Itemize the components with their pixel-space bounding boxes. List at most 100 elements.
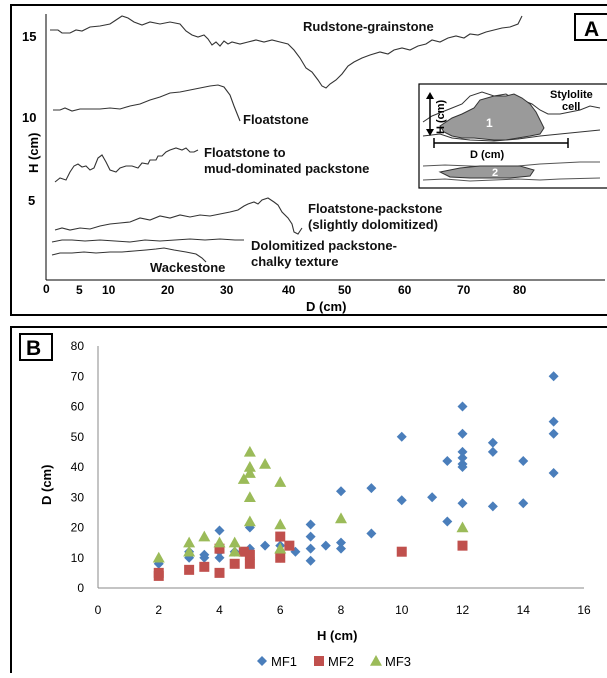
mf1-point [366, 483, 377, 494]
mf3-point [228, 545, 241, 557]
mf2-point [184, 564, 195, 575]
panel-b-y-tick: 80 [71, 339, 85, 353]
panel-b-letter-box [19, 333, 53, 361]
mf2-point [214, 543, 225, 554]
label-floatstone-pack-2: (slightly dolomitized) [308, 217, 438, 232]
mf3-point [183, 545, 196, 557]
panel-a-x-tick: 50 [338, 283, 352, 297]
panel-b-x-label: H (cm) [317, 628, 357, 643]
mf2-point [199, 561, 210, 572]
mf2-point [238, 546, 249, 557]
mf1-point [336, 537, 346, 548]
legend-mf3-label: MF3 [385, 654, 411, 669]
mf3-point [243, 467, 256, 478]
panel-b-tick-labels: 0 10 20 30 40 50 60 70 80 0 2 4 6 8 10 12 14 16 [71, 339, 591, 617]
mf2-point [275, 552, 286, 563]
mf3-point [274, 518, 287, 530]
mf2-point [244, 549, 255, 560]
inset-h-arrowhead-bottom [426, 129, 434, 136]
inset-cell-1 [439, 93, 545, 141]
panel-a-letter: A [584, 18, 599, 41]
mf1-point [548, 428, 559, 439]
panel-a-x-tick: 60 [398, 283, 412, 297]
panel-b-y-tick: 60 [71, 400, 85, 414]
inset-cell-2 [438, 165, 535, 179]
panel-b-y-tick: 10 [71, 551, 85, 565]
stylolite-inset: 1 H (cm) D (cm) 2 Stylolite cell [418, 83, 607, 189]
mf3-point [243, 491, 256, 503]
mf2-point [214, 567, 225, 578]
mf1-point [442, 455, 453, 466]
inset-title-1: Stylolite [550, 89, 593, 101]
panel-a-x-tick: 30 [220, 283, 234, 297]
mf3-point [456, 521, 469, 533]
mf1-point [305, 543, 316, 554]
inset-title-2: cell [562, 101, 580, 113]
inset-h-arrowhead-top [426, 92, 434, 99]
mf1-point [457, 446, 468, 457]
legend-mf2-marker [314, 656, 324, 666]
panel-a-x-tick: 0 [43, 282, 50, 296]
panel-b-axes [97, 346, 584, 589]
inset-d-label: D (cm) [470, 149, 505, 161]
mf1-point [487, 437, 498, 448]
label-floatstone-pack-1: Floatstone-packstone [308, 201, 442, 216]
panel-a: A 15 10 5 H (cm) 0 5 10 20 30 40 50 60 7… [10, 4, 607, 316]
profile-wackestone [51, 247, 207, 263]
panel-b-frame [10, 326, 607, 678]
mf1-point [457, 498, 468, 509]
mf3-point [213, 536, 226, 548]
mf2-point [284, 540, 295, 551]
profile-floatstone-mud [54, 147, 199, 183]
mf1-point [487, 446, 498, 457]
label-floatstone-mud-2: mud-dominated packstone [204, 161, 369, 176]
mf1-point [518, 455, 529, 466]
panel-a-letter-box [574, 13, 607, 41]
mf1-point [199, 549, 210, 560]
panel-a-y-tick: 10 [22, 110, 36, 125]
panel-a-x-tick: 10 [102, 283, 116, 297]
mf1-point [214, 525, 225, 536]
mf3-point [243, 445, 256, 457]
mf1-point [320, 540, 331, 551]
mf3-point [243, 461, 256, 472]
panel-b-x-tick: 2 [155, 603, 162, 617]
panel-b-y-tick: 50 [71, 430, 85, 444]
mf1-point [487, 501, 498, 512]
mf1-point [457, 452, 468, 463]
mf1-point [305, 555, 316, 566]
mf3-point [259, 457, 272, 469]
mf2-point [275, 531, 286, 542]
panel-a-y-tick: 15 [22, 29, 36, 44]
profile-floatstone [53, 84, 241, 122]
profile-dolomitized [51, 238, 244, 243]
legend-mf3-marker [370, 655, 382, 666]
panel-a-x-tick: 20 [161, 283, 175, 297]
mf1-point [214, 552, 225, 563]
mf1-point [457, 428, 468, 439]
mf3-point [183, 536, 196, 548]
label-rudstone: Rudstone-grainstone [303, 19, 434, 34]
panel-b-y-label: D (cm) [39, 465, 54, 505]
panel-a-x-ticks: 0 5 10 20 30 40 50 60 70 80 [43, 282, 527, 297]
legend-mf1-label: MF1 [271, 654, 297, 669]
panel-b-x-tick: 6 [277, 603, 284, 617]
mf3-point [198, 530, 211, 542]
mf1-point [336, 486, 346, 497]
panel-a-x-tick: 5 [76, 283, 83, 297]
label-wackestone: Wackestone [150, 260, 225, 275]
panel-b-x-tick: 8 [338, 603, 345, 617]
mf3-point [274, 476, 287, 487]
inset-stylolite-2-bottom [422, 177, 601, 182]
mf3-point [228, 536, 241, 548]
mf3-point [335, 512, 347, 524]
legend-mf2-label: MF2 [328, 654, 354, 669]
mf2-point [153, 567, 164, 578]
panel-b-y-tick: 20 [71, 521, 85, 535]
mf1-point [457, 458, 468, 469]
mf2-point [244, 558, 255, 569]
mf1-point [396, 495, 407, 506]
